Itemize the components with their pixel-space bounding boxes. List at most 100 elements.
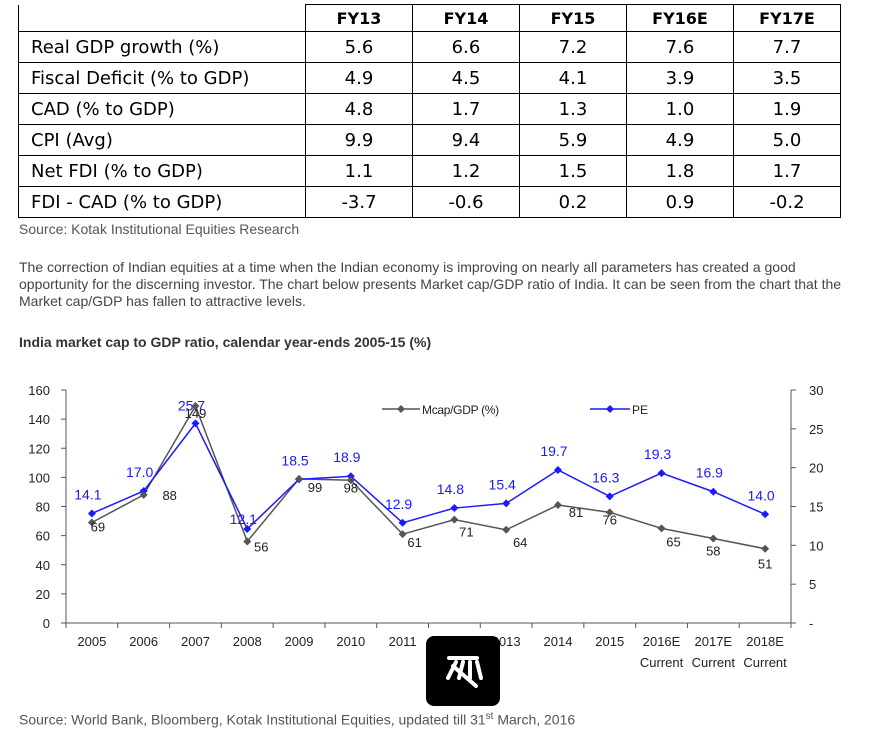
pe-point: [502, 499, 511, 508]
legend-pe-label: PE: [632, 403, 648, 417]
table-cell: 3.5: [733, 62, 841, 94]
pe-data-label: 14.8: [437, 481, 464, 497]
table-cell: 1.0: [626, 93, 734, 125]
y-left-tick-label: 140: [28, 412, 50, 427]
chart-source-note: Source: World Bank, Bloomberg, Kotak Ins…: [19, 711, 575, 728]
table-cell: 5.9: [519, 124, 627, 156]
table-cell: 4.8: [305, 93, 413, 125]
table-cell: -3.7: [305, 186, 413, 218]
x-tick-label: 2015: [595, 634, 624, 649]
pe-data-label: 19.3: [644, 446, 671, 462]
table-row: FDI - CAD (% to GDP) -3.7 -0.6 0.2 0.9 -…: [18, 186, 841, 218]
y-right-tick-label: 30: [809, 383, 823, 398]
table-cell: 1.3: [519, 93, 627, 125]
pe-point: [605, 492, 614, 501]
x-tick-label: 2010: [336, 634, 365, 649]
x-tick-label: 2017E: [695, 634, 733, 649]
pe-data-label: 25.7: [178, 397, 205, 413]
table-cell: -0.6: [412, 186, 520, 218]
mcap-gdp-point: [502, 525, 511, 534]
macro-indicators-table: FY13 FY14 FY15 FY16E FY17E Real GDP grow…: [18, 4, 841, 218]
table-cell: 4.9: [305, 62, 413, 94]
table-cell: 4.5: [412, 62, 520, 94]
table-header-fy15: FY15: [519, 4, 627, 32]
pe-data-label: 19.7: [540, 443, 567, 459]
mcap-gdp-data-label: 56: [254, 539, 268, 554]
table-cell: 5.0: [733, 124, 841, 156]
table-row: CPI (Avg) 9.9 9.4 5.9 4.9 5.0: [18, 124, 841, 156]
table-cell: 3.9: [626, 62, 734, 94]
table-row-label: CAD (% to GDP): [18, 93, 306, 125]
pe-point: [761, 510, 770, 519]
pe-data-label: 18.9: [333, 449, 360, 465]
table-cell: 4.9: [626, 124, 734, 156]
pe-data-label: 14.0: [747, 487, 774, 503]
y-right-tick-label: 10: [809, 538, 823, 553]
table-cell: 7.6: [626, 31, 734, 63]
mcap-gdp-data-label: 64: [513, 535, 527, 550]
table-row-label: FDI - CAD (% to GDP): [18, 186, 306, 218]
pe-data-label: 17.0: [126, 464, 153, 480]
mcap-gdp-data-label: 69: [91, 520, 105, 535]
source-text: Source: World Bank, Bloomberg, Kotak Ins…: [19, 711, 486, 728]
x-tick-label: 2011: [389, 634, 417, 649]
legend-mcap-marker: [397, 405, 405, 413]
mcap-gdp-point: [553, 501, 562, 510]
pe-data-label: 15.4: [489, 476, 516, 492]
mcap-gdp-data-label: 51: [758, 557, 772, 572]
mcap-gdp-point: [605, 508, 614, 517]
x-tick-label: 2009: [285, 634, 314, 649]
table-source-note: Source: Kotak Institutional Equities Res…: [19, 221, 300, 237]
table-header-blank: [18, 4, 306, 32]
mcap-gdp-data-label: 61: [407, 535, 421, 550]
mcap-gdp-data-label: 65: [666, 534, 680, 549]
table-row: Real GDP growth (%) 5.6 6.6 7.2 7.6 7.7: [18, 31, 841, 63]
x-tick-label: Current: [692, 655, 736, 670]
table-cell: 1.7: [733, 155, 841, 187]
y-right-tick-label: 20: [809, 461, 823, 476]
x-tick-label: 2007: [181, 634, 210, 649]
x-tick-label: 2016E: [643, 634, 681, 649]
table-cell: 7.7: [733, 31, 841, 63]
mcap-gdp-point: [761, 544, 770, 553]
x-tick-label: 2014: [544, 634, 573, 649]
y-left-tick-label: 100: [28, 470, 50, 485]
y-left-tick-label: 40: [36, 558, 50, 573]
table-header-fy13: FY13: [305, 4, 413, 32]
pe-data-label: 18.5: [281, 452, 308, 468]
table-cell: 9.4: [412, 124, 520, 156]
table-row-label: Real GDP growth (%): [18, 31, 306, 63]
mcap-gdp-data-label: 81: [569, 505, 583, 520]
y-left-tick-label: 80: [36, 500, 50, 515]
mcap-gdp-data-label: 88: [162, 488, 176, 503]
mcap-gdp-data-label: 149: [185, 406, 207, 421]
x-tick-label: 2006: [129, 634, 158, 649]
table-row: CAD (% to GDP) 4.8 1.7 1.3 1.0 1.9: [18, 93, 841, 125]
body-paragraph: The correction of Indian equities at a t…: [19, 259, 842, 309]
y-right-tick-label: 25: [809, 422, 823, 437]
table-header-fy16e: FY16E: [626, 4, 734, 32]
pe-point: [191, 419, 200, 428]
pe-point: [87, 509, 96, 518]
legend-pe-marker: [606, 405, 614, 413]
pe-data-label: 14.1: [74, 486, 101, 502]
overlay-logo-icon[interactable]: [426, 636, 500, 706]
mcap-gdp-point: [709, 534, 718, 543]
table-cell: 1.2: [412, 155, 520, 187]
y-right-tick-label: 5: [809, 577, 816, 592]
y-left-tick-label: 120: [28, 441, 50, 456]
mcap-gdp-data-label: 58: [706, 544, 720, 559]
table-cell: 7.2: [519, 31, 627, 63]
mcap-gdp-point: [450, 515, 459, 524]
pe-point: [346, 472, 355, 481]
mcap-gdp-point: [398, 530, 407, 539]
x-tick-label: Current: [743, 655, 787, 670]
y-right-tick-label: -: [809, 616, 813, 631]
y-right-tick-label: 15: [809, 500, 823, 515]
mcap-gdp-point: [87, 518, 96, 527]
table-cell: 1.5: [519, 155, 627, 187]
table-header-fy14: FY14: [412, 4, 520, 32]
pe-point: [450, 504, 459, 513]
source-tail: March, 2016: [493, 711, 576, 728]
table-cell: 1.8: [626, 155, 734, 187]
